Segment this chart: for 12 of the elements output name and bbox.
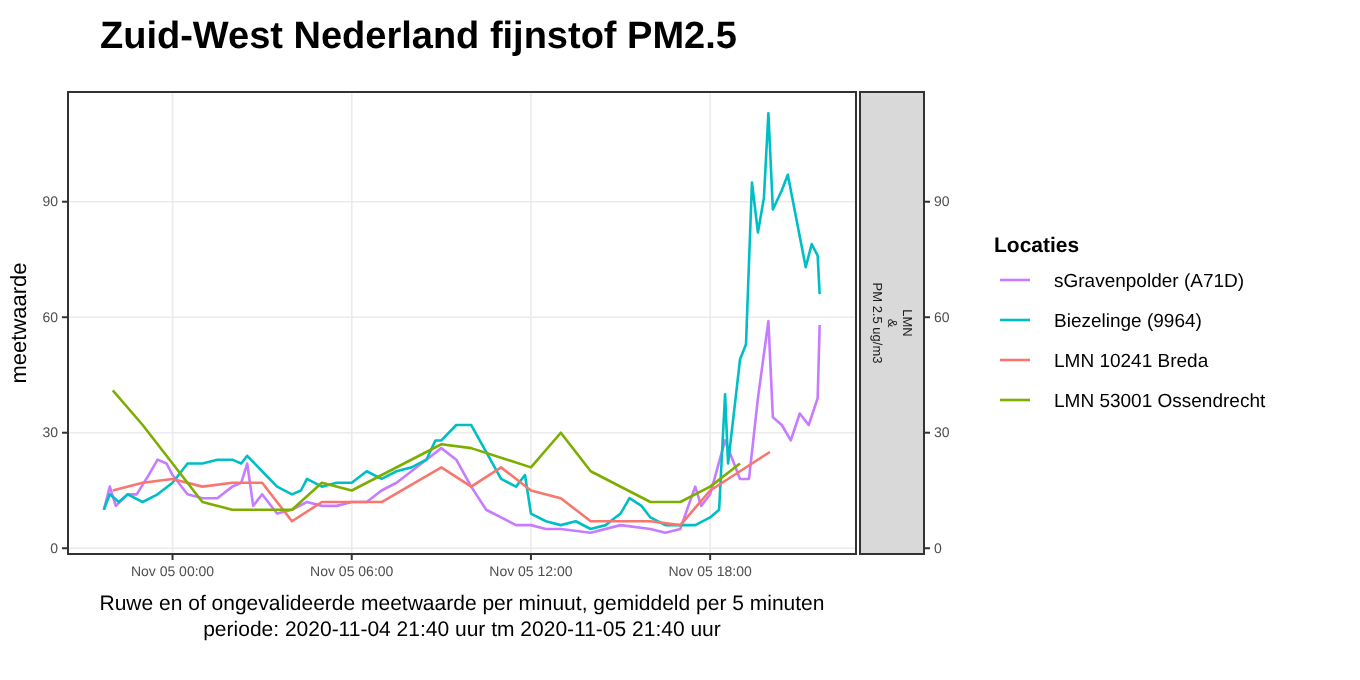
chart-title: Zuid-West Nederland fijnstof PM2.5 [100,16,738,58]
x-axis-title: Ruwe en of ongevalideerde meetwaarde per minuut, gemiddeld per 5 minuten periode: 2020-11-04 21:40 uur tm 2020-11-05 21:40 uur [99,592,825,642]
legend-label: Biezelinge (9964) [1054,310,1202,333]
line-series [102,319,821,535]
line-series [102,111,821,531]
legend-label: LMN 53001 Ossendrecht [1054,390,1266,413]
legend-label: LMN 10241 Breda [1054,350,1210,373]
legend-title: Locaties [994,234,1080,258]
y-axis-title: meetwaarde [8,262,32,384]
line-series [111,450,772,527]
line-series [111,389,742,512]
legend-label: sGravenpolder (A71D) [1054,270,1245,293]
